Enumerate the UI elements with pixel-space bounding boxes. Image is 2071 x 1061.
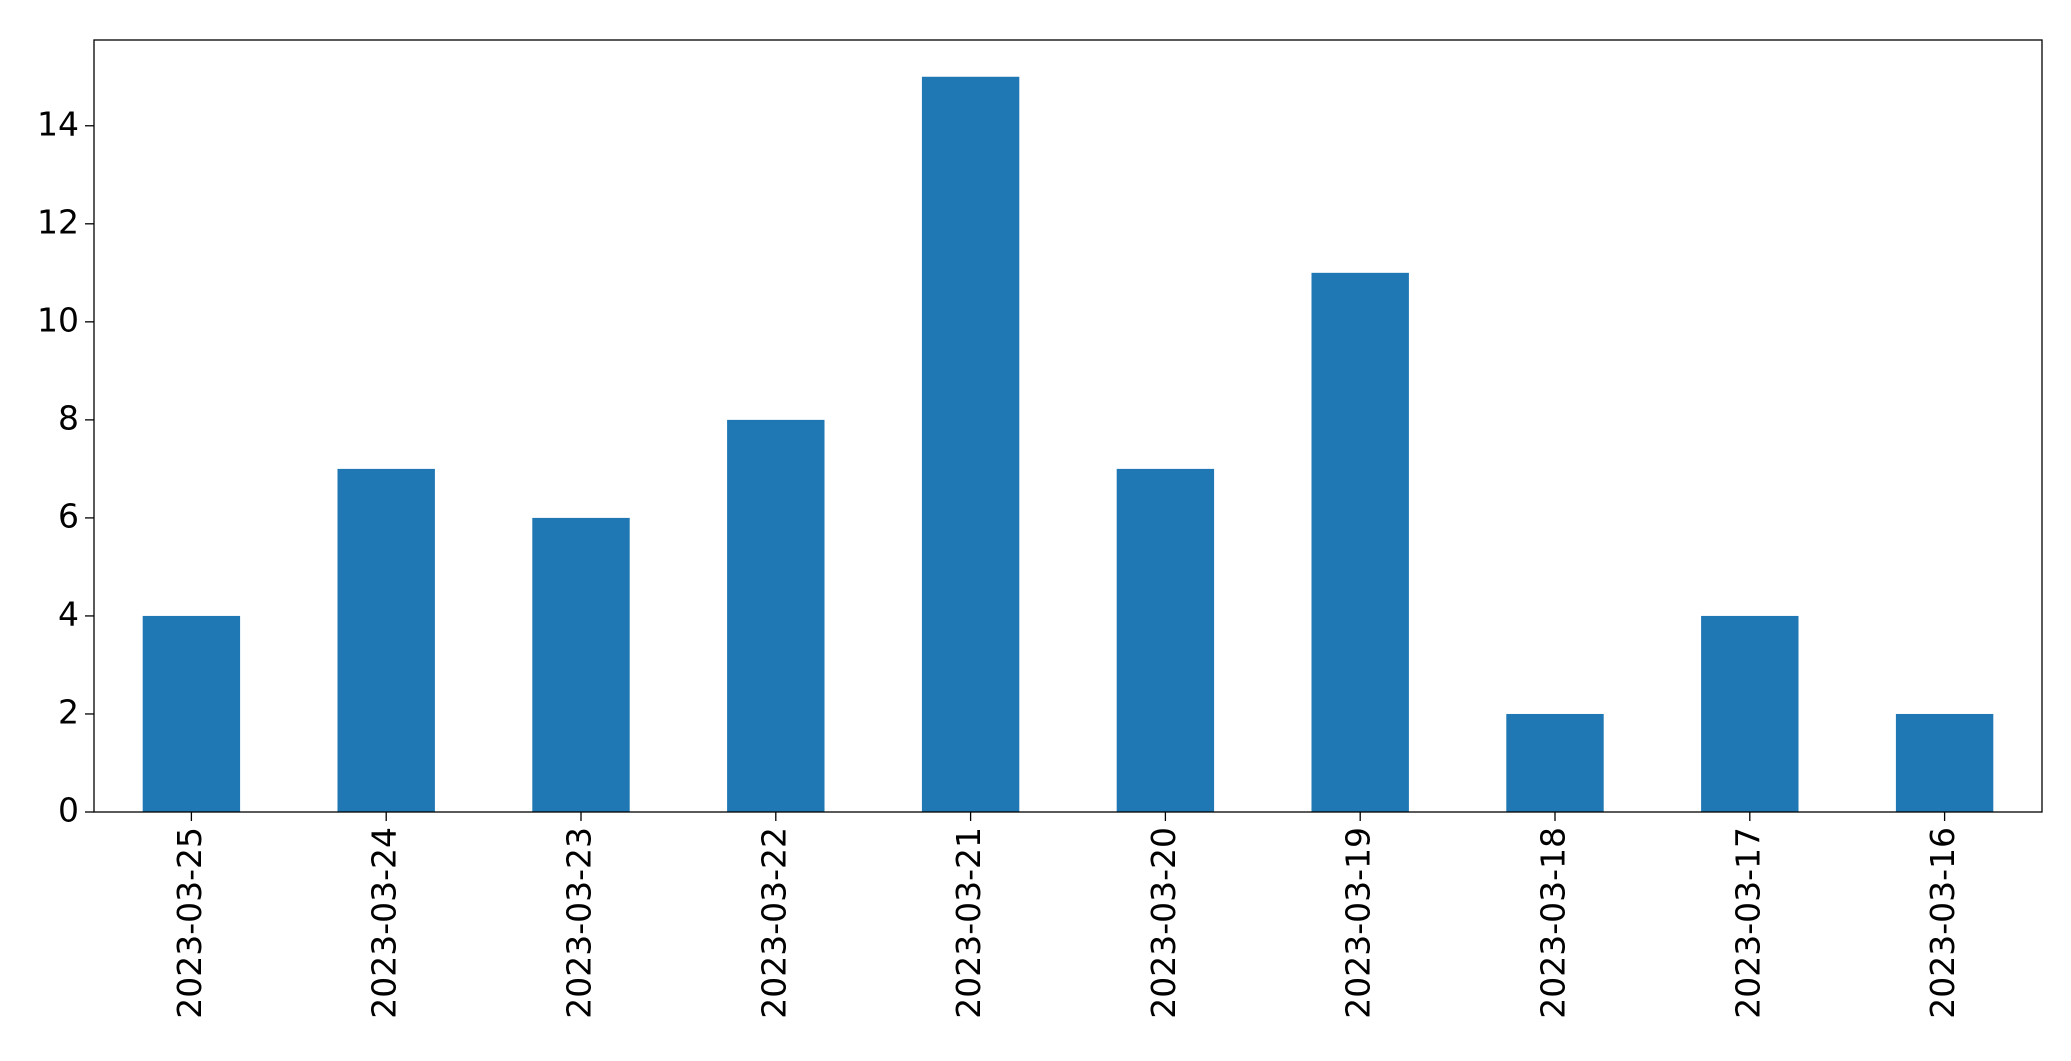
- bar: [1116, 468, 1215, 812]
- y-tick-label: 6: [58, 496, 79, 535]
- x-tick-label: 2023-03-16: [1923, 827, 1962, 1019]
- x-tick-label: 2023-03-20: [1144, 827, 1183, 1019]
- bar: [1506, 713, 1604, 812]
- x-tick-label: 2023-03-25: [170, 827, 209, 1019]
- y-tick-label: 0: [58, 791, 79, 830]
- x-tick-label: 2023-03-24: [365, 827, 404, 1019]
- y-tick-label: 12: [37, 202, 79, 241]
- bar: [1311, 272, 1409, 812]
- y-tick-label: 4: [58, 594, 79, 633]
- x-tick-label: 2023-03-21: [949, 827, 988, 1019]
- x-tick-label: 2023-03-22: [754, 827, 793, 1019]
- bar: [337, 468, 435, 812]
- bar: [142, 615, 241, 812]
- bar: [1701, 615, 1799, 812]
- x-tick-label: 2023-03-17: [1728, 827, 1767, 1019]
- y-tick-label: 10: [37, 300, 79, 339]
- bar: [532, 517, 630, 812]
- bar: [921, 76, 1020, 812]
- y-tick-label: 14: [37, 104, 79, 143]
- bar: [1895, 713, 1994, 812]
- y-tick-label: 2: [58, 692, 79, 731]
- plot-frame: [93, 39, 2043, 813]
- bar: [727, 419, 825, 812]
- x-tick-label: 2023-03-18: [1534, 827, 1573, 1019]
- x-tick-label: 2023-03-19: [1339, 827, 1378, 1019]
- y-tick-label: 8: [58, 398, 79, 437]
- x-tick-label: 2023-03-23: [560, 827, 599, 1019]
